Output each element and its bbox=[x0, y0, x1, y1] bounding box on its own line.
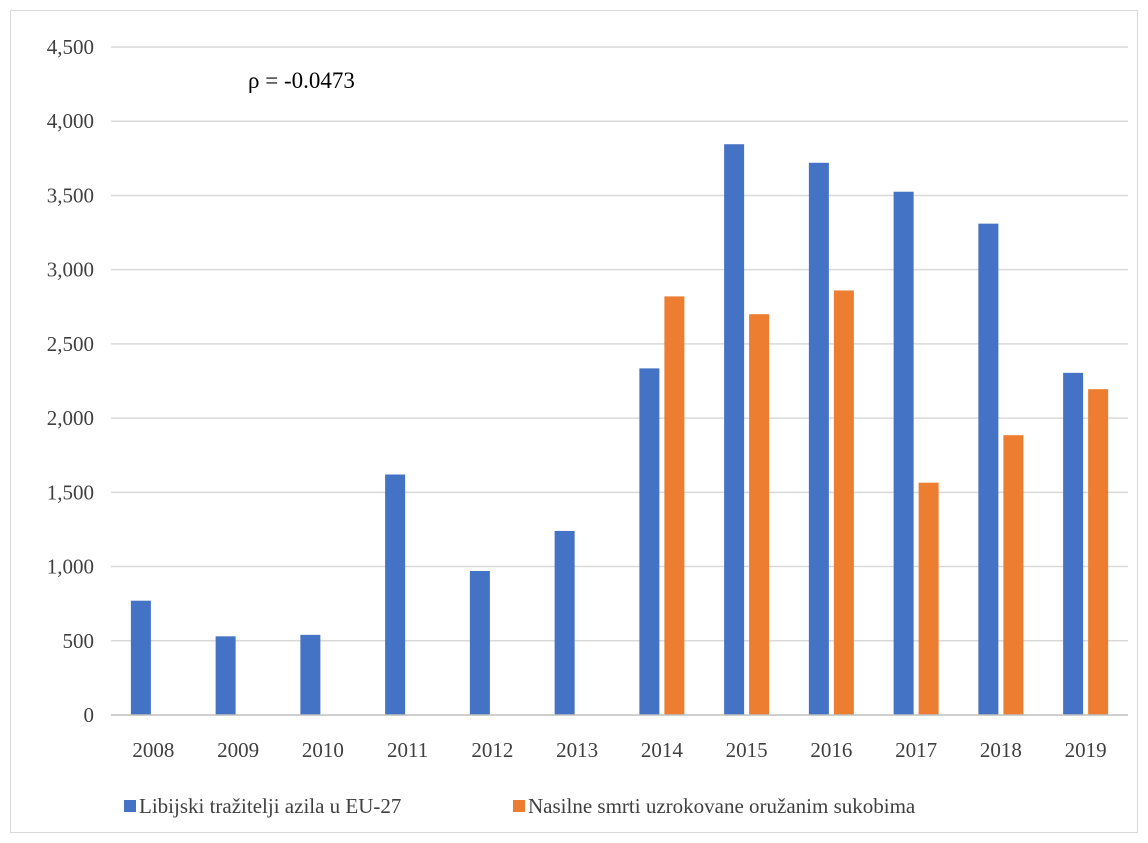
y-tick-label: 2,500 bbox=[47, 332, 94, 356]
x-tick-label: 2014 bbox=[641, 738, 684, 762]
x-tick-label: 2008 bbox=[132, 738, 174, 762]
x-tick-label: 2012 bbox=[471, 738, 513, 762]
bar-series-1-2011 bbox=[385, 474, 406, 715]
x-tick-label: 2013 bbox=[556, 738, 598, 762]
bar-series-2-2019 bbox=[1088, 389, 1109, 715]
y-tick-label: 1,500 bbox=[47, 480, 94, 504]
legend-label: Libijski tražitelji azila u EU-27 bbox=[139, 794, 401, 818]
bar-series-2-2015 bbox=[749, 314, 770, 715]
y-tick-label: 2,000 bbox=[47, 406, 94, 430]
legend-label: Nasilne smrti uzrokovane oružanim sukobi… bbox=[528, 794, 916, 818]
y-tick-label: 1,000 bbox=[47, 555, 94, 579]
x-tick-label: 2019 bbox=[1065, 738, 1107, 762]
x-tick-label: 2009 bbox=[217, 738, 259, 762]
y-tick-label: 0 bbox=[84, 703, 95, 727]
x-tick-label: 2018 bbox=[980, 738, 1022, 762]
bar-series-1-2012 bbox=[469, 571, 490, 715]
correlation-annotation: ρ = -0.0473 bbox=[248, 68, 355, 93]
y-tick-label: 4,000 bbox=[47, 109, 94, 133]
bar-series-2-2018 bbox=[1003, 435, 1024, 715]
bar-series-1-2015 bbox=[724, 144, 745, 716]
x-tick-label: 2015 bbox=[726, 738, 768, 762]
bar-series-1-2019 bbox=[1063, 372, 1084, 715]
x-tick-label: 2016 bbox=[810, 738, 852, 762]
bar-series-1-2010 bbox=[300, 634, 321, 715]
bar-series-2-2017 bbox=[918, 482, 939, 715]
bar-series-1-2016 bbox=[808, 162, 829, 715]
x-tick-label: 2011 bbox=[387, 738, 428, 762]
y-tick-label: 4,500 bbox=[47, 35, 94, 59]
x-tick-label: 2010 bbox=[302, 738, 344, 762]
bar-series-1-2009 bbox=[215, 636, 236, 715]
legend-swatch bbox=[124, 800, 136, 812]
bar-series-1-2014 bbox=[639, 368, 660, 715]
x-axis-tick-labels: 2008 2009 2010 2011 2012 2013 2014 2015 2016 2017… bbox=[132, 738, 1106, 762]
bar-series-1-2017 bbox=[893, 191, 914, 715]
bar-series-1-2008 bbox=[130, 600, 151, 715]
legend-swatch bbox=[513, 800, 525, 812]
legend: Libijski tražitelji azila u EU-27 Nasilne… bbox=[124, 794, 916, 818]
bar-series-2-2014 bbox=[664, 296, 685, 715]
bars bbox=[130, 144, 1109, 716]
gridlines bbox=[111, 46, 1128, 642]
y-tick-label: 3,500 bbox=[47, 183, 94, 207]
y-axis-tick-labels: 0 500 1,000 1,500 2,000 2,500 3,000 3,500 4,000 4… bbox=[47, 35, 94, 727]
y-tick-label: 3,000 bbox=[47, 258, 94, 282]
x-tick-label: 2017 bbox=[895, 738, 937, 762]
bar-series-2-2016 bbox=[833, 290, 854, 715]
bar-series-1-2018 bbox=[978, 223, 999, 715]
bar-series-1-2013 bbox=[554, 530, 575, 715]
y-tick-label: 500 bbox=[63, 629, 95, 653]
